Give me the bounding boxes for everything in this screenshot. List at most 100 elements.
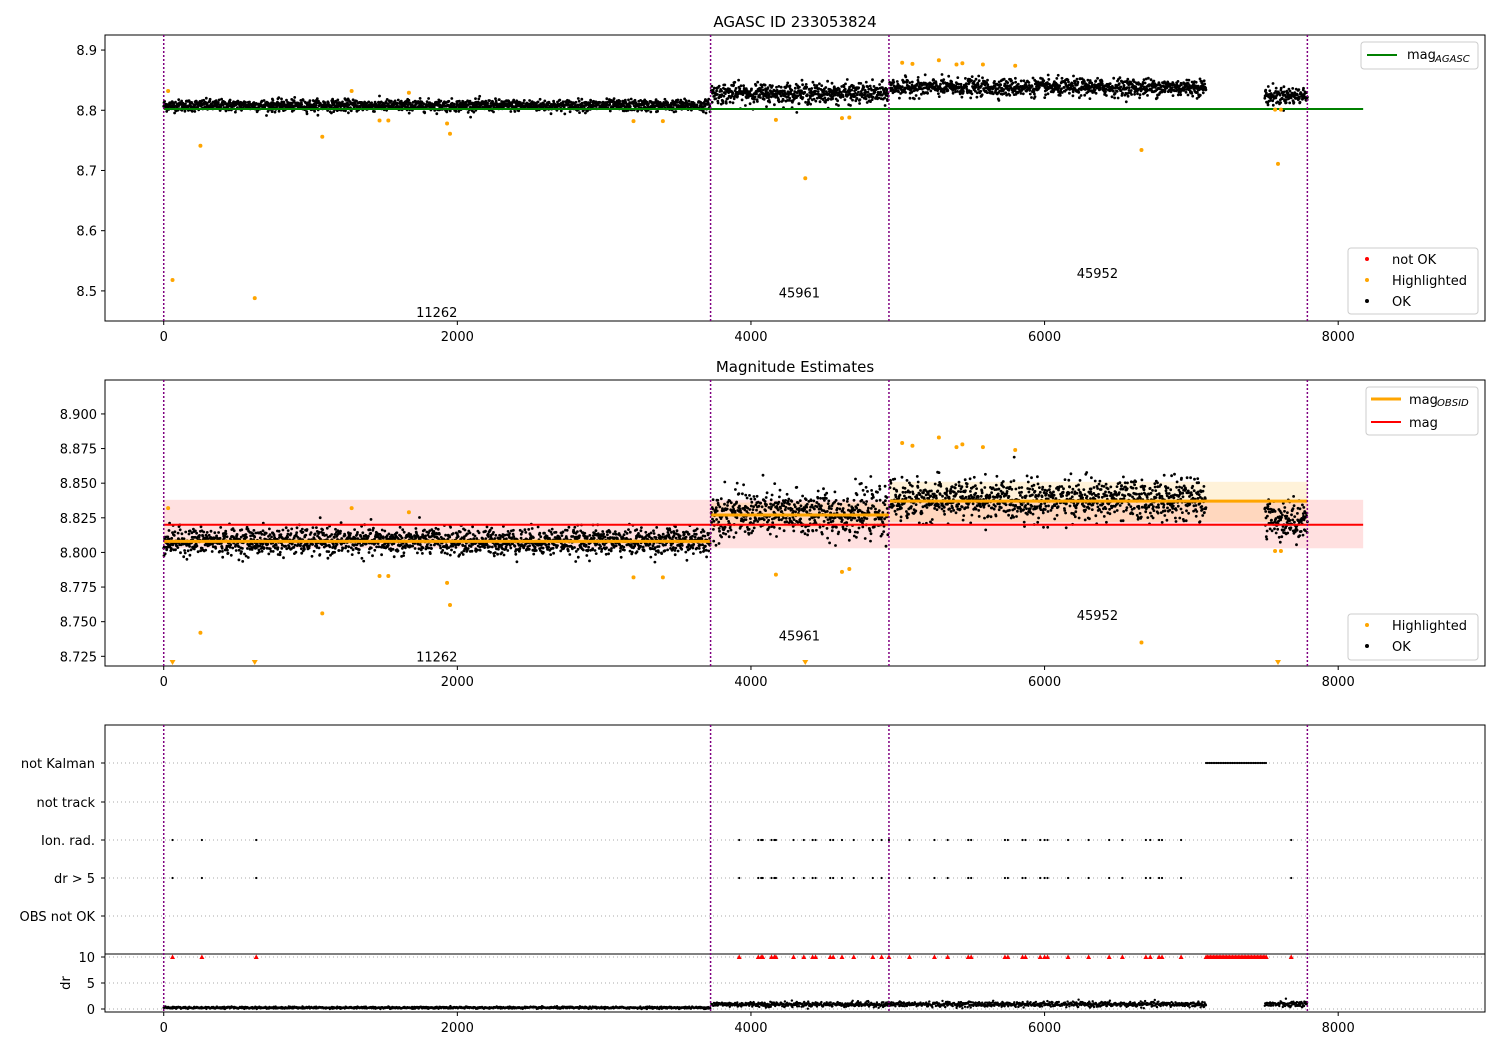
ok-point [373, 110, 376, 113]
ok-point [820, 84, 824, 87]
ok-point [1122, 84, 1126, 87]
ok-point [317, 530, 321, 534]
ok-point [445, 110, 449, 114]
ok-point [1113, 92, 1117, 95]
ok-point [649, 110, 653, 114]
ok-point [367, 100, 371, 104]
ok-point [300, 103, 304, 106]
ok-point [214, 99, 218, 102]
ok-point [857, 90, 860, 94]
ok-point [280, 97, 283, 101]
ok-point [1105, 94, 1108, 97]
ok-point [674, 110, 678, 113]
ok-point [409, 101, 412, 105]
ok-point [505, 537, 508, 541]
ok-point [1019, 79, 1023, 83]
legend-marker [1365, 278, 1369, 282]
ok-point [327, 550, 331, 553]
ok-point [261, 529, 265, 533]
legend-label: Highlighted [1392, 274, 1467, 289]
ok-point [225, 535, 229, 539]
ok-point [1030, 84, 1034, 88]
ok-point [1284, 101, 1288, 104]
ok-point [864, 97, 868, 101]
ok-point [315, 526, 318, 529]
ok-point [392, 555, 396, 559]
ok-point [416, 551, 419, 555]
x-tick-label: 6000 [1028, 675, 1061, 690]
ok-point [647, 102, 650, 106]
ok-point [418, 97, 422, 100]
ok-point [856, 93, 859, 97]
ok-point [276, 546, 280, 550]
ok-point [424, 534, 427, 538]
ok-point [824, 86, 828, 89]
ok-point [348, 100, 352, 104]
ok-point [289, 532, 293, 536]
ok-point [294, 550, 298, 554]
ok-point [1019, 92, 1023, 95]
ok-point [1279, 86, 1283, 90]
ok-point [964, 82, 968, 85]
ok-point [1266, 103, 1270, 107]
ok-point [216, 101, 220, 104]
ok-point [975, 95, 979, 99]
ok-point [1264, 88, 1268, 92]
ok-point [217, 531, 221, 534]
ok-point [411, 544, 415, 548]
ok-point [997, 99, 1001, 102]
ok-point [502, 553, 506, 557]
ok-point [478, 545, 482, 549]
ok-point [434, 526, 438, 530]
ok-point [436, 527, 440, 531]
ok-point [265, 114, 268, 117]
ok-point [814, 89, 817, 93]
ok-point [985, 91, 989, 94]
ok-point [981, 76, 984, 80]
ok-point [1143, 81, 1147, 85]
ok-point [1266, 85, 1270, 88]
ok-point [224, 532, 228, 536]
ok-point [406, 103, 410, 107]
ok-point [458, 553, 462, 556]
ok-point [217, 98, 221, 102]
ok-point [766, 86, 770, 90]
ok-point [270, 535, 273, 539]
ok-point [183, 109, 187, 113]
ok-point [752, 100, 756, 104]
ok-point [1094, 91, 1098, 95]
ok-point [1149, 78, 1153, 82]
ok-point [940, 73, 944, 76]
ok-point [1047, 78, 1051, 81]
ok-point [762, 97, 766, 101]
ok-point [246, 547, 249, 550]
ok-point [287, 545, 291, 548]
ok-point [369, 518, 373, 521]
ok-point [908, 81, 912, 84]
ok-point [633, 98, 637, 102]
ok-point [300, 551, 304, 555]
ok-point [332, 542, 335, 546]
highlighted-point [377, 118, 382, 123]
y-tick-label: 8.825 [60, 512, 97, 527]
ok-point [284, 526, 288, 530]
ok-point [1288, 101, 1292, 105]
ok-point [742, 84, 745, 88]
ok-point [176, 546, 180, 549]
ok-point [490, 526, 494, 530]
ok-point [1281, 97, 1284, 100]
ok-point [1268, 89, 1272, 93]
ok-point [271, 99, 275, 102]
ok-point [1138, 96, 1141, 100]
ok-point [244, 533, 248, 536]
ok-point [328, 545, 332, 549]
ok-point [859, 82, 863, 85]
ok-point [360, 556, 364, 560]
ok-point [196, 550, 200, 554]
ok-point [628, 105, 632, 108]
obsid-label: 45952 [1077, 267, 1118, 282]
ok-point [801, 83, 804, 87]
ok-point [185, 557, 189, 561]
panel-magnitude-estimates: 8.7258.7508.7758.8008.8258.8508.8758.900… [60, 379, 1486, 690]
ok-point [1067, 80, 1070, 84]
